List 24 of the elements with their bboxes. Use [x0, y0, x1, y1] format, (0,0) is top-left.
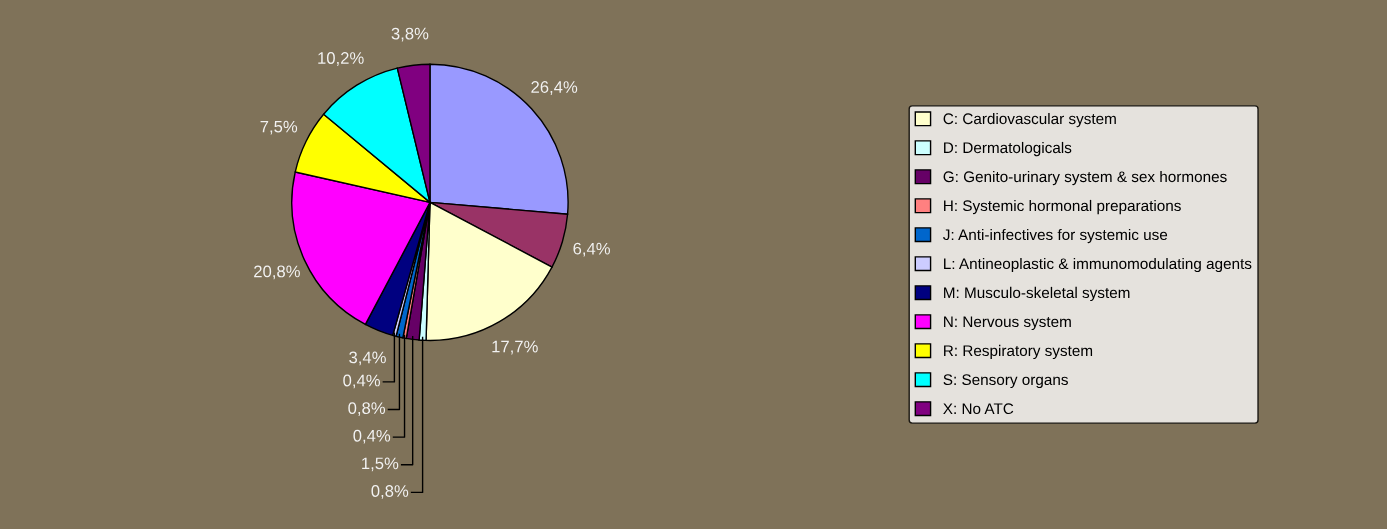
data-label: 0,4% — [353, 429, 391, 444]
data-label: 3,4% — [349, 351, 386, 366]
data-label: 17,7% — [492, 340, 538, 355]
data-label: 7,5% — [260, 120, 298, 135]
legend-label: J: Anti-infectives for systemic use — [943, 228, 1168, 244]
legend-label: C: Cardiovascular system — [943, 112, 1116, 128]
legend-label: G: Genito-urinary system & sex hormones — [943, 170, 1227, 186]
legend-label: R: Respiratory system — [944, 344, 1093, 360]
legend-label: D: Dermatologicals — [944, 141, 1072, 157]
data-label: 20,8% — [254, 265, 300, 280]
legend-label: L: Antineoplastic & immunomodulating agents — [944, 257, 1252, 273]
legend-label: X: No ATC — [943, 403, 1014, 415]
data-label: 0,8% — [371, 485, 409, 499]
data-label: 1,5% — [362, 457, 399, 472]
legend-label: M: Musculo-skeletal system — [944, 286, 1130, 302]
data-label: 26,4% — [531, 81, 578, 95]
data-label: 10,2% — [318, 52, 364, 66]
legend-label: N: Nervous system — [944, 316, 1071, 331]
data-label: 6,4% — [573, 242, 610, 257]
legend-label: H: Systemic hormonal preparations — [944, 199, 1181, 215]
data-label: 0,4% — [343, 374, 380, 389]
data-label: 3,8% — [391, 27, 429, 42]
legend-label: S: Sensory organs — [943, 374, 1068, 389]
data-label: 0,8% — [348, 402, 386, 416]
